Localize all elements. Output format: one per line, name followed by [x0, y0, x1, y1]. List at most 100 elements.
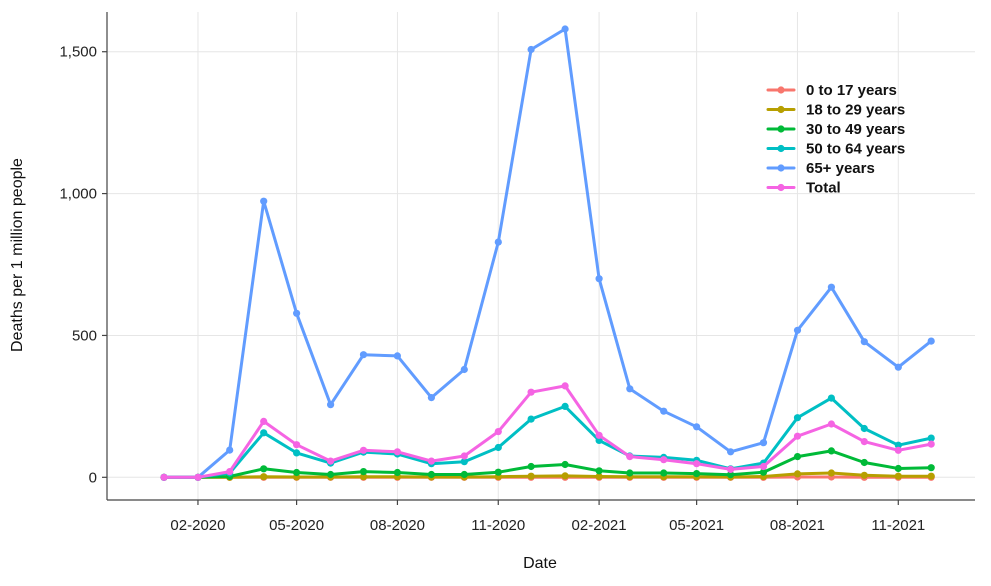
- data-point: [595, 431, 603, 439]
- data-point: [894, 464, 902, 473]
- data-point: [460, 452, 468, 460]
- data-point: [260, 465, 268, 473]
- x-tick-label: 02-2020: [170, 517, 225, 534]
- legend-item: 18 to 29 years: [766, 102, 905, 119]
- legend-label: 65+ years: [806, 160, 875, 177]
- legend-label: 0 to 17 years: [806, 82, 897, 99]
- data-point: [494, 428, 502, 436]
- series-2: [160, 447, 935, 481]
- data-point: [561, 472, 569, 480]
- data-point: [494, 238, 502, 246]
- data-point: [595, 467, 603, 475]
- data-point: [793, 414, 802, 422]
- data-point: [595, 472, 603, 481]
- data-point: [561, 402, 569, 410]
- data-point: [494, 468, 502, 476]
- data-point: [927, 464, 935, 472]
- data-point: [194, 473, 202, 481]
- data-point: [260, 429, 268, 437]
- data-point: [626, 453, 634, 461]
- series-5: [160, 382, 935, 481]
- data-point: [827, 394, 836, 402]
- data-point: [460, 458, 468, 466]
- data-point: [860, 458, 868, 467]
- data-point: [927, 337, 935, 345]
- data-point: [260, 417, 268, 425]
- data-point: [327, 401, 335, 409]
- legend-label: Total: [806, 180, 841, 197]
- data-point: [293, 449, 301, 457]
- y-axis-title: Deaths per 1 million people: [9, 158, 26, 352]
- y-tick-label: 0: [89, 469, 97, 486]
- data-point: [860, 438, 868, 446]
- data-point: [293, 441, 301, 449]
- data-point: [626, 469, 634, 477]
- data-point: [827, 420, 836, 428]
- data-point: [359, 351, 368, 359]
- legend-label: 30 to 49 years: [806, 121, 905, 138]
- data-point: [860, 424, 868, 433]
- data-point: [894, 472, 902, 480]
- data-point: [527, 45, 535, 54]
- data-point: [693, 423, 701, 431]
- data-point: [561, 382, 569, 390]
- legend-swatch-point: [777, 164, 785, 172]
- data-point: [660, 469, 668, 477]
- data-point: [359, 473, 368, 481]
- legend-item: 65+ years: [766, 160, 875, 177]
- legend: 0 to 17 years 18 to 29 years 30 to 49 year…: [766, 82, 905, 197]
- data-point: [226, 446, 234, 454]
- legend-swatch-point: [777, 86, 785, 94]
- data-point: [393, 352, 401, 360]
- data-point: [393, 448, 401, 456]
- series-line: [162, 449, 933, 479]
- x-axis-title: Date: [523, 555, 557, 572]
- data-point: [494, 443, 502, 452]
- data-point: [927, 472, 935, 480]
- data-point: [460, 365, 468, 374]
- data-point: [793, 326, 802, 334]
- data-point: [293, 468, 301, 477]
- y-tick-label: 1,000: [59, 186, 97, 203]
- data-point: [160, 473, 168, 481]
- data-point: [595, 275, 603, 283]
- legend-item: 50 to 64 years: [766, 141, 905, 158]
- data-point: [260, 473, 268, 481]
- data-point: [793, 453, 802, 461]
- data-point: [527, 415, 535, 423]
- series-3: [160, 394, 935, 481]
- series-line: [162, 396, 933, 479]
- data-point: [293, 309, 301, 317]
- x-tick-label: 02-2021: [572, 517, 627, 534]
- data-point: [927, 434, 935, 442]
- data-point: [359, 468, 368, 476]
- data-point: [561, 25, 569, 33]
- data-point: [894, 441, 902, 449]
- series-line: [162, 384, 933, 479]
- legend-swatch-point: [777, 125, 785, 133]
- x-tick-label: 08-2021: [770, 517, 825, 534]
- data-point: [693, 470, 701, 478]
- y-tick-label: 1,500: [59, 44, 97, 61]
- data-point: [727, 465, 735, 473]
- grid: [107, 12, 975, 500]
- data-point: [827, 447, 836, 455]
- legend-label: 50 to 64 years: [806, 141, 905, 158]
- data-point: [759, 468, 768, 476]
- data-point: [595, 436, 603, 444]
- x-tick-label: 05-2021: [669, 517, 724, 534]
- data-point: [793, 432, 802, 440]
- data-point: [894, 446, 902, 454]
- data-point: [427, 394, 435, 402]
- data-point: [359, 446, 368, 454]
- data-point: [927, 440, 935, 448]
- data-point: [260, 197, 268, 205]
- x-tick-label: 05-2020: [269, 517, 324, 534]
- data-point: [327, 457, 335, 465]
- x-tick-label: 11-2020: [471, 517, 525, 534]
- tick-labels: 0 500 1,000 1,500 02-2020 05-2020 08-2020 11-20…: [59, 44, 925, 534]
- data-point: [427, 470, 435, 479]
- data-point: [894, 363, 902, 371]
- data-point: [727, 448, 735, 456]
